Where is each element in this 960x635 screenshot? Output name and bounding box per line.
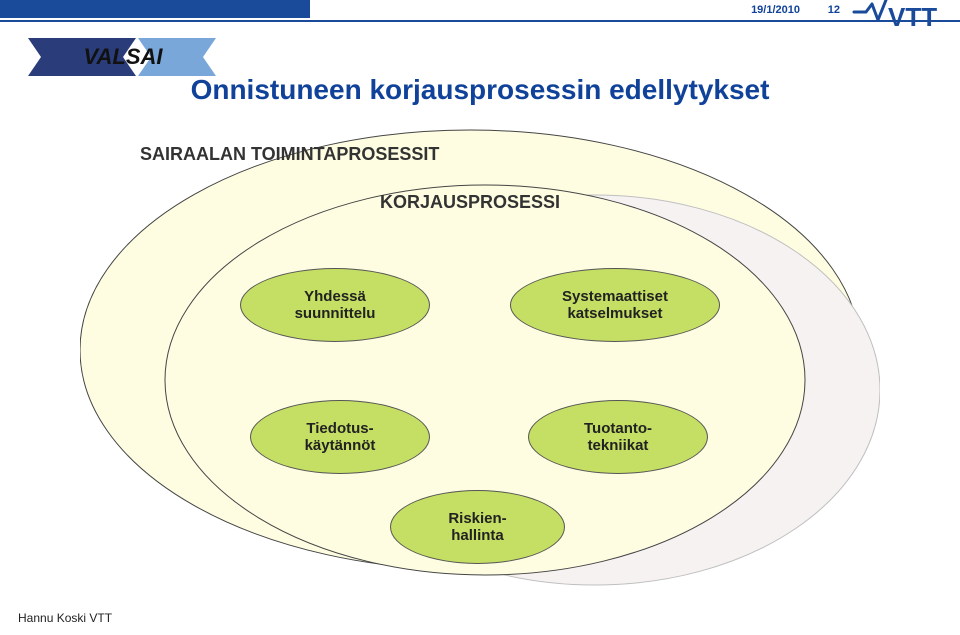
outer-ellipse-label: SAIRAALAN TOIMINTAPROSESSIT	[140, 144, 439, 165]
header: 19/1/2010 12 VTT	[0, 0, 960, 38]
header-rule	[0, 20, 960, 22]
page-root: 19/1/2010 12 VTT VALSAI Onnistuneen korj…	[0, 0, 960, 635]
valsai-logo-icon: VALSAI	[28, 34, 218, 78]
header-page-number: 12	[828, 4, 840, 16]
bubble-riskien-label: Riskien-hallinta	[448, 510, 506, 545]
bubble-systemaattiset-label: Systemaattisetkatselmukset	[562, 288, 668, 323]
inner-ellipse-label: KORJAUSPROSESSI	[380, 192, 560, 213]
venn-diagram: SAIRAALAN TOIMINTAPROSESSIT KORJAUSPROSE…	[80, 120, 880, 590]
bubble-riskien: Riskien-hallinta	[390, 490, 565, 564]
footer-author: Hannu Koski VTT	[18, 611, 112, 625]
bubble-systemaattiset: Systemaattisetkatselmukset	[510, 268, 720, 342]
bubble-tuotanto: Tuotanto-tekniikat	[528, 400, 708, 474]
bubble-tuotanto-label: Tuotanto-tekniikat	[584, 420, 652, 455]
bubble-yhdessa-label: Yhdessäsuunnittelu	[295, 288, 376, 323]
bubble-tiedotus-label: Tiedotus-käytännöt	[305, 420, 376, 455]
valsai-logo-text: VALSAI	[83, 44, 163, 69]
bubble-yhdessa: Yhdessäsuunnittelu	[240, 268, 430, 342]
bubble-tiedotus: Tiedotus-käytännöt	[250, 400, 430, 474]
header-date: 19/1/2010	[751, 4, 800, 16]
vtt-logo-text: VTT	[888, 2, 937, 32]
page-title: Onnistuneen korjausprosessin edellytykse…	[0, 74, 960, 106]
vtt-logo-icon: VTT	[852, 0, 952, 32]
header-bar	[0, 0, 310, 18]
